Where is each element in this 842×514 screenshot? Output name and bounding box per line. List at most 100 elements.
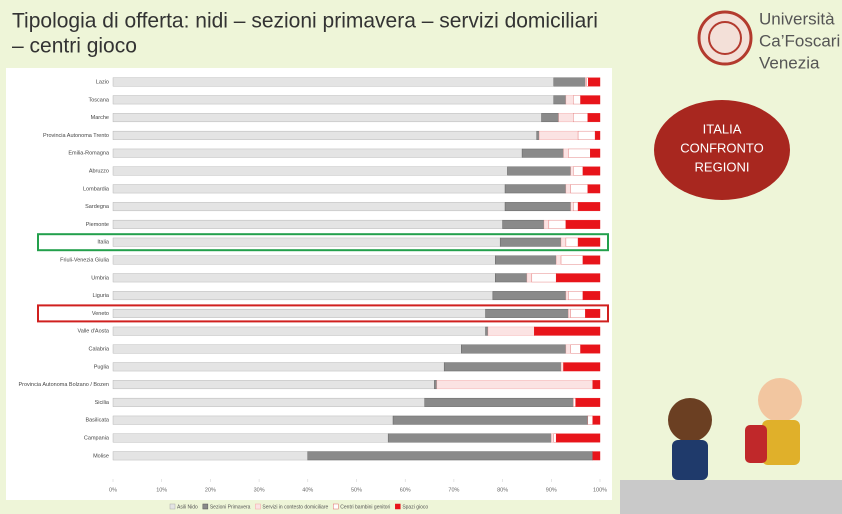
badge: ITALIA CONFRONTO REGIONI	[654, 100, 790, 200]
bar-segment	[573, 96, 580, 105]
category-label: Marche	[91, 115, 109, 121]
bar-segment	[503, 220, 544, 229]
bar-segment	[113, 380, 434, 389]
bar-segment	[566, 291, 568, 300]
bar-segment	[588, 113, 600, 122]
child-body	[762, 420, 800, 465]
badge-text: CONFRONTO	[680, 140, 764, 155]
bar-segment	[493, 291, 566, 300]
category-label: Italia	[97, 240, 110, 246]
bar-segment	[576, 398, 600, 407]
bar-segment	[581, 345, 600, 354]
bar-segment	[113, 274, 495, 283]
bar-segment	[500, 238, 561, 247]
bar-segment	[113, 131, 537, 140]
category-label: Provincia Autonoma Bolzano / Bozen	[18, 382, 109, 388]
bar-segment	[581, 96, 600, 105]
bar-segment	[585, 78, 586, 87]
bar-segment	[593, 452, 600, 461]
bar-segment	[113, 149, 522, 158]
bar-segment	[556, 256, 561, 265]
bar-segment	[544, 220, 549, 229]
bar-segment	[437, 380, 593, 389]
bar-segment	[590, 149, 600, 158]
category-label: Basilicata	[85, 418, 109, 424]
legend-label: Centri bambini genitori	[340, 504, 390, 510]
bar-segment	[537, 131, 539, 140]
bar-segment	[563, 363, 600, 372]
bar-segment	[578, 238, 600, 247]
logo-seal	[699, 12, 751, 64]
x-tick-label: 100%	[593, 487, 607, 493]
child-head	[758, 378, 802, 422]
bar-segment	[568, 309, 570, 318]
category-label: Calabria	[89, 346, 110, 352]
bar-segment	[527, 274, 532, 283]
bar-segment	[595, 131, 600, 140]
bar-segment	[532, 274, 556, 283]
bar-segment	[588, 78, 600, 87]
bar-segment	[566, 96, 573, 105]
bar-segment	[113, 78, 554, 87]
category-label: Molise	[93, 453, 109, 459]
x-tick-label: 10%	[156, 487, 167, 493]
legend-swatch	[395, 504, 400, 509]
bar-segment	[113, 416, 393, 425]
category-label: Valle d'Aosta	[77, 329, 109, 335]
bar-segment	[113, 398, 425, 407]
bar-segment	[566, 238, 578, 247]
legend-label: Spazi gioco	[402, 504, 428, 510]
bar-segment	[461, 345, 566, 354]
bar-segment	[113, 238, 500, 247]
bar-segment	[113, 113, 542, 122]
bar-segment	[505, 185, 566, 194]
bar-segment	[549, 220, 566, 229]
bar-segment	[434, 380, 436, 389]
bar-segment	[578, 202, 600, 211]
bar-segment	[588, 416, 593, 425]
bar-segment	[583, 167, 600, 176]
bar-segment	[554, 434, 556, 443]
category-label: Lombardia	[83, 186, 110, 192]
bar-segment	[113, 309, 486, 318]
x-tick-label: 20%	[205, 487, 216, 493]
bar-segment	[495, 256, 556, 265]
bar-segment	[571, 309, 586, 318]
bar-segment	[113, 345, 461, 354]
category-label: Abruzzo	[89, 168, 109, 174]
bar-segment	[568, 149, 590, 158]
category-label: Campania	[84, 435, 110, 441]
legend-swatch	[255, 504, 260, 509]
bar-segment	[113, 96, 554, 105]
bar-segment	[556, 434, 600, 443]
bar-segment	[561, 363, 563, 372]
logo-text: Università	[759, 9, 835, 28]
bar-segment	[571, 185, 588, 194]
x-tick-label: 30%	[254, 487, 265, 493]
category-label: Liguria	[92, 293, 109, 299]
bar-segment	[444, 363, 561, 372]
legend-swatch	[333, 504, 338, 509]
bar-segment	[393, 416, 588, 425]
bar-segment	[113, 291, 493, 300]
bar-segment	[486, 327, 488, 336]
bar-segment	[593, 416, 600, 425]
bar-segment	[488, 327, 534, 336]
bar-segment	[561, 238, 566, 247]
category-label: Sicilia	[95, 400, 110, 406]
bar-segment	[113, 220, 503, 229]
bar-segment	[113, 452, 308, 461]
bar-segment	[113, 434, 388, 443]
bar-segment	[505, 202, 571, 211]
slide-title: Tipologia di offerta: nidi – sezioni pri…	[12, 10, 598, 33]
bar-segment	[573, 398, 575, 407]
bar-segment	[588, 185, 600, 194]
x-tick-label: 60%	[400, 487, 411, 493]
child-body	[672, 440, 708, 480]
bar-segment	[587, 78, 588, 87]
backpack	[745, 425, 767, 463]
bar-segment	[113, 363, 444, 372]
bar-segment	[551, 434, 553, 443]
bar-segment	[388, 434, 551, 443]
child-head	[668, 398, 712, 442]
